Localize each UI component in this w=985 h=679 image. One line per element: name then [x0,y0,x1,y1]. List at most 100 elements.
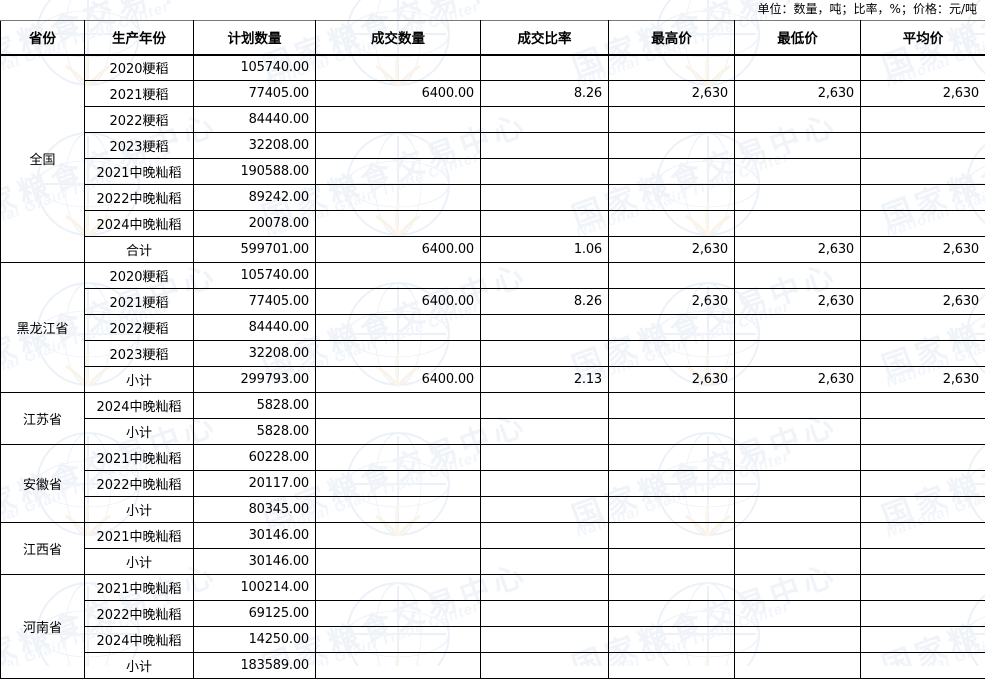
cell-avg_price [861,497,985,523]
cell-plan_qty: 32208.00 [194,341,316,367]
column-header-deal_rate[interactable]: 成交比率 [481,21,609,55]
cell-low_price [735,445,861,471]
cell-year: 2023粳稻 [85,133,194,159]
cell-avg_price [861,55,985,81]
cell-low_price [735,575,861,601]
cell-deal_rate [481,315,609,341]
cell-low_price: 2,630 [735,289,861,315]
cell-high_price [609,211,735,237]
cell-deal_rate [481,419,609,445]
cell-deal_rate [481,549,609,575]
cell-low_price [735,497,861,523]
cell-high_price [609,549,735,575]
cell-year: 2021粳稻 [85,81,194,107]
cell-high_price: 2,630 [609,289,735,315]
cell-high_price [609,445,735,471]
cell-deal_rate [481,601,609,627]
cell-low_price [735,55,861,81]
cell-low_price [735,185,861,211]
cell-deal_qty: 6400.00 [316,367,481,393]
cell-deal_rate [481,211,609,237]
cell-year: 小计 [85,497,194,523]
province-cell: 安徽省 [1,445,85,523]
cell-avg_price: 2,630 [861,289,985,315]
cell-low_price [735,601,861,627]
cell-avg_price [861,211,985,237]
province-cell: 全国 [1,55,85,263]
cell-avg_price [861,575,985,601]
cell-deal_rate [481,133,609,159]
column-header-high_price[interactable]: 最高价 [609,21,735,55]
cell-high_price [609,341,735,367]
cell-plan_qty: 105740.00 [194,263,316,289]
cell-deal_qty [316,185,481,211]
cell-deal_qty [316,497,481,523]
cell-deal_rate [481,341,609,367]
cell-plan_qty: 60228.00 [194,445,316,471]
cell-year: 2022中晚籼稻 [85,601,194,627]
cell-high_price [609,601,735,627]
cell-avg_price [861,341,985,367]
cell-avg_price: 2,630 [861,237,985,263]
cell-avg_price [861,601,985,627]
column-header-low_price[interactable]: 最低价 [735,21,861,55]
cell-low_price [735,315,861,341]
cell-high_price [609,133,735,159]
cell-high_price [609,315,735,341]
cell-deal_qty [316,341,481,367]
cell-deal_qty: 6400.00 [316,289,481,315]
cell-low_price [735,133,861,159]
cell-deal_rate [481,445,609,471]
column-header-plan_qty[interactable]: 计划数量 [194,21,316,55]
cell-deal_rate: 8.26 [481,81,609,107]
cell-low_price [735,393,861,419]
cell-deal_qty [316,133,481,159]
cell-deal_rate: 2.13 [481,367,609,393]
column-header-deal_qty[interactable]: 成交数量 [316,21,481,55]
cell-plan_qty: 30146.00 [194,549,316,575]
cell-plan_qty: 30146.00 [194,523,316,549]
cell-deal_rate [481,471,609,497]
cell-plan_qty: 5828.00 [194,393,316,419]
province-cell: 江苏省 [1,393,85,445]
cell-deal_qty [316,211,481,237]
cell-deal_qty [316,159,481,185]
column-header-avg_price[interactable]: 平均价 [861,21,985,55]
cell-plan_qty: 190588.00 [194,159,316,185]
cell-year: 小计 [85,549,194,575]
cell-year: 2021中晚籼稻 [85,523,194,549]
cell-deal_rate [481,523,609,549]
cell-plan_qty: 84440.00 [194,315,316,341]
cell-deal_rate [481,159,609,185]
cell-high_price [609,471,735,497]
column-header-year[interactable]: 生产年份 [85,21,194,55]
cell-plan_qty: 89242.00 [194,185,316,211]
province-cell: 河南省 [1,575,85,679]
province-cell: 江西省 [1,523,85,575]
column-header-province[interactable]: 省份 [1,21,85,55]
cell-high_price [609,263,735,289]
